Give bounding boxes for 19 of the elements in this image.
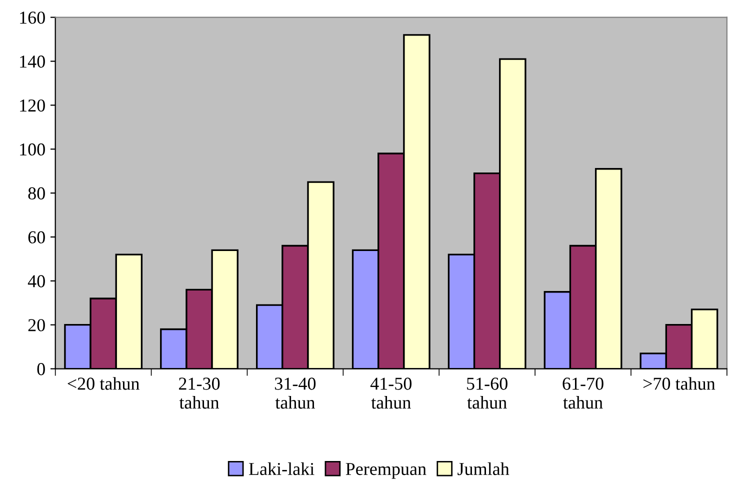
x-tick-label: 21-30 tahun <box>178 378 220 409</box>
y-tick-label: 80 <box>28 187 45 200</box>
x-tick-label: 61-70 tahun <box>562 378 604 409</box>
x-tick-label: >70 tahun <box>643 377 716 390</box>
y-tick-label: 100 <box>20 143 45 156</box>
legend-label: Jumlah <box>458 462 510 476</box>
x-tick-label: 31-40 tahun <box>275 378 316 409</box>
y-tick-label: 140 <box>20 56 45 68</box>
x-tick-label: 41-50 tahun <box>370 378 412 409</box>
x-tick-label: <20 tahun <box>68 377 140 390</box>
y-tick-label: 120 <box>20 99 45 112</box>
y-tick-label: 20 <box>28 319 45 332</box>
x-tick-label: 51-60 tahun <box>467 378 508 409</box>
legend-label: Laki-laki <box>248 462 314 476</box>
y-tick-label: 60 <box>28 231 45 244</box>
y-tick-label: 160 <box>20 12 45 24</box>
y-tick-label: 40 <box>28 275 45 288</box>
legend-label: Perempuan <box>346 463 426 479</box>
y-tick-label: 0 <box>37 363 45 376</box>
